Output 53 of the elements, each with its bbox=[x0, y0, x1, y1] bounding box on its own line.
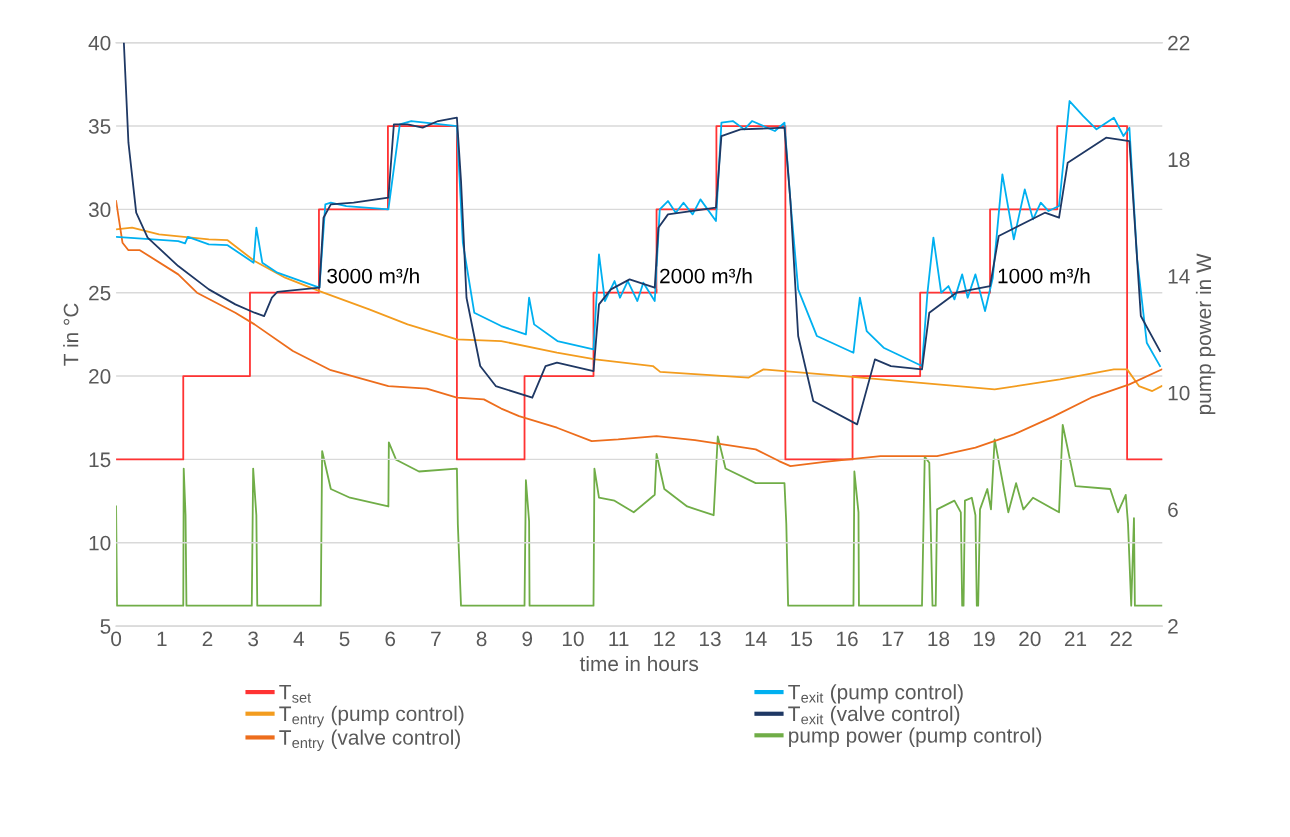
line-series bbox=[116, 100, 1161, 367]
y2-tick-label: 6 bbox=[1168, 502, 1178, 518]
x-tick-label: 5 bbox=[339, 631, 350, 647]
x-tick-label: 4 bbox=[293, 631, 305, 647]
y2-tick-label: 22 bbox=[1168, 35, 1190, 51]
x-tick-label: 8 bbox=[476, 631, 487, 647]
legend-label: T$_{exit}$ (valve control) bbox=[788, 705, 960, 726]
annotation: 3000 m³/h bbox=[327, 268, 419, 284]
x-tick-label: 6 bbox=[385, 631, 396, 647]
x-tick-label: 15 bbox=[791, 631, 813, 647]
line-series bbox=[122, 42, 1161, 426]
y-tick-label: 25 bbox=[89, 285, 111, 301]
x-tick-label: 7 bbox=[431, 631, 441, 647]
annotation: 1000 m³/h bbox=[998, 268, 1090, 284]
line-series bbox=[116, 423, 1163, 607]
y-tick-label: 35 bbox=[88, 119, 111, 134]
x-tick-label: 14 bbox=[745, 631, 767, 647]
y2-tick-label: 2 bbox=[1168, 619, 1178, 634]
x-tick-label: 18 bbox=[928, 631, 950, 647]
x-tick-label: 1 bbox=[157, 631, 167, 647]
y-tick-label: 40 bbox=[88, 35, 111, 51]
y2-tick-label: 14 bbox=[1168, 269, 1190, 284]
x-tick-label: 9 bbox=[522, 631, 533, 647]
line-series bbox=[116, 226, 1163, 392]
x-tick-label: 10 bbox=[562, 631, 584, 647]
x-tick-label: 13 bbox=[700, 631, 721, 647]
x-tick-label: 16 bbox=[837, 631, 858, 647]
y-tick-label: 30 bbox=[88, 202, 111, 218]
x-tick-label: 17 bbox=[882, 631, 904, 647]
annotation: 2000 m³/h bbox=[660, 268, 752, 284]
y-axis-title: T in °C bbox=[63, 303, 79, 366]
legend-label: T$_{exit}$ (pump control) bbox=[788, 684, 963, 704]
y-tick-label: 15 bbox=[89, 452, 111, 468]
y-tick-label: 20 bbox=[89, 369, 111, 384]
x-tick-label: 11 bbox=[609, 631, 629, 647]
y2-tick-label: 18 bbox=[1168, 152, 1190, 168]
x-tick-label: 3 bbox=[248, 631, 259, 647]
y2-axis-title: pump power in W bbox=[1195, 253, 1216, 415]
y2-tick-label: 10 bbox=[1168, 385, 1190, 401]
legend-label: pump power (pump control) bbox=[789, 727, 1042, 747]
x-tick-label: 19 bbox=[974, 631, 995, 647]
legend-label: T$_{entry}$ (valve control) bbox=[279, 729, 460, 751]
x-tick-label: 20 bbox=[1019, 631, 1041, 647]
x-tick-label: 0 bbox=[111, 631, 122, 647]
legend-label: T$_{entry}$ (pump control) bbox=[279, 705, 464, 728]
x-tick-label: 12 bbox=[654, 631, 675, 647]
y-tick-label: 5 bbox=[100, 619, 111, 634]
y-tick-label: 10 bbox=[89, 535, 111, 551]
x-axis-title: time in hours bbox=[579, 655, 699, 672]
x-tick-label: 21 bbox=[1064, 631, 1087, 647]
x-tick-label: 22 bbox=[1110, 631, 1132, 647]
x-tick-label: 2 bbox=[202, 631, 213, 647]
legend-label: T$_{set}$ bbox=[279, 685, 312, 703]
